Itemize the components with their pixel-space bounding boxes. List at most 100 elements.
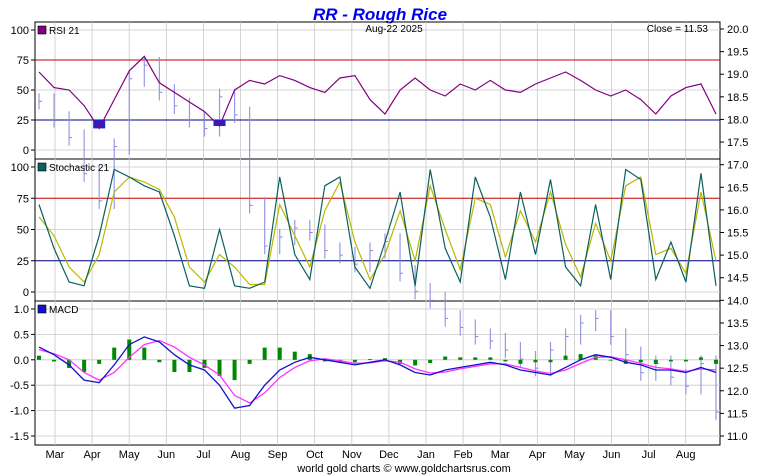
- macd-histogram-bar: [443, 356, 448, 360]
- panel-legends: RSI 21 Stochastic 21 MACD: [37, 25, 109, 316]
- macd-histogram-bar: [548, 359, 553, 363]
- macd-histogram-bar: [97, 359, 102, 364]
- price-tick-label: 15.0: [727, 250, 748, 262]
- month-label: Aug: [231, 449, 251, 461]
- price-tick-label: 12.5: [727, 363, 748, 375]
- macd-histogram-bar: [518, 359, 523, 364]
- macd-histogram-bar: [67, 359, 72, 368]
- macd-histogram-bar: [292, 351, 297, 360]
- left-axis-ticks: 100 75 50 25 0 100 75 50 25 0 1.0 0.5 0.0 -0.5 -1.0 -1.…: [10, 25, 35, 443]
- y-tick-label: 25: [17, 256, 29, 268]
- y-tick-label: 0: [23, 145, 29, 157]
- month-label: Jul: [642, 449, 656, 461]
- macd-histogram-bar: [458, 357, 463, 360]
- month-label: Jun: [157, 449, 175, 461]
- y-tick-label: -0.5: [10, 380, 29, 392]
- macd-histogram-bar: [533, 359, 538, 363]
- macd-histogram-bar: [638, 359, 643, 363]
- close-label: Close = 11.53: [647, 24, 709, 35]
- month-label: May: [119, 449, 140, 461]
- price-tick-label: 15.5: [727, 228, 748, 240]
- macd-histogram-bar: [383, 358, 388, 360]
- macd-histogram-bar: [352, 359, 357, 363]
- macd-histogram-bar: [247, 359, 252, 364]
- y-tick-label: 75: [17, 193, 29, 205]
- macd-histogram-bar: [563, 355, 568, 360]
- footer-credit: world gold charts © www.goldchartsrus.co…: [296, 463, 511, 475]
- panel-frame-1: [34, 21, 721, 160]
- price-tick-label: 17.5: [727, 137, 748, 149]
- month-label: Jun: [603, 449, 621, 461]
- y-tick-label: 1.0: [14, 304, 29, 316]
- macd-histogram-bar: [277, 347, 282, 360]
- month-label: Jul: [196, 449, 210, 461]
- macd-histogram-bar: [157, 359, 162, 363]
- price-tick-label: 14.0: [727, 295, 748, 307]
- y-tick-label: 100: [11, 162, 29, 174]
- stochastic-d-line: [38, 176, 717, 286]
- price-tick-label: 11.5: [727, 408, 748, 420]
- y-tick-label: 100: [11, 25, 29, 37]
- macd-histogram-bar: [608, 359, 613, 361]
- month-label: May: [564, 449, 585, 461]
- month-label: Feb: [454, 449, 473, 461]
- legend-swatch: [37, 25, 47, 35]
- macd-histogram-bar: [82, 359, 87, 372]
- macd-histogram-bar: [322, 359, 327, 362]
- y-tick-label: -1.5: [10, 431, 29, 443]
- y-tick-label: 50: [17, 85, 29, 97]
- macd-histogram-bar: [668, 359, 673, 362]
- price-tick-label: 13.5: [727, 318, 748, 330]
- price-tick-label: 19.5: [727, 47, 748, 59]
- price-tick-label: 20.0: [727, 24, 748, 36]
- price-tick-label: 18.0: [727, 114, 748, 126]
- macd-histogram-bar: [428, 359, 433, 364]
- price-tick-label: 16.0: [727, 205, 748, 217]
- chart-title: RR - Rough Rice: [313, 5, 447, 24]
- legend-label: Stochastic 21: [49, 163, 109, 174]
- macd-histogram-bar: [172, 359, 177, 372]
- y-tick-label: 25: [17, 115, 29, 127]
- price-tick-label: 14.5: [727, 273, 748, 285]
- panel-frames: [34, 21, 721, 446]
- legend-label: RSI 21: [49, 26, 80, 37]
- month-label: Oct: [306, 449, 323, 461]
- y-tick-label: 0: [23, 287, 29, 299]
- price-axis-ticks: 20.0 19.5 19.0 18.5 18.0 17.5 17.0 16.5 16.0 15.5…: [720, 24, 748, 443]
- legend-swatch: [37, 304, 47, 314]
- macd-histogram-bar: [473, 357, 478, 360]
- rsi-line: [38, 55, 717, 130]
- price-tick-label: 18.5: [727, 92, 748, 104]
- macd-histogram-bar: [127, 339, 132, 360]
- price-bars: [38, 57, 719, 421]
- macd-histogram-bar: [488, 357, 493, 360]
- date-label: Aug-22 2025: [365, 24, 423, 35]
- macd-histogram-bar: [217, 359, 222, 377]
- macd-histogram-bar: [714, 359, 718, 364]
- macd-histogram-bar: [413, 359, 418, 366]
- month-label: Mar: [491, 449, 510, 461]
- price-tick-label: 13.0: [727, 341, 748, 353]
- stochastic-k-line: [38, 168, 717, 290]
- reference-lines: [35, 59, 720, 262]
- macd-histogram-bar: [37, 355, 41, 360]
- month-label: Aug: [676, 449, 696, 461]
- macd-histogram-bar: [52, 359, 57, 362]
- price-tick-label: 16.5: [727, 182, 748, 194]
- month-label: Mar: [46, 449, 65, 461]
- macd-signal-line: [38, 339, 717, 404]
- macd-histogram-bar: [232, 359, 237, 381]
- macd-histogram-bar: [503, 359, 508, 362]
- price-tick-label: 17.0: [727, 160, 748, 172]
- price-tick-label: 12.0: [727, 386, 748, 398]
- macd-histogram-bar: [187, 359, 192, 372]
- y-tick-label: 75: [17, 55, 29, 67]
- macd-line: [38, 336, 717, 409]
- macd-histogram-bar: [262, 347, 267, 360]
- macd-histogram-bar: [653, 359, 658, 364]
- month-label: Sep: [268, 449, 288, 461]
- indicator-lines: [38, 55, 717, 409]
- month-label: Nov: [342, 449, 362, 461]
- macd-histogram-bar: [202, 359, 207, 368]
